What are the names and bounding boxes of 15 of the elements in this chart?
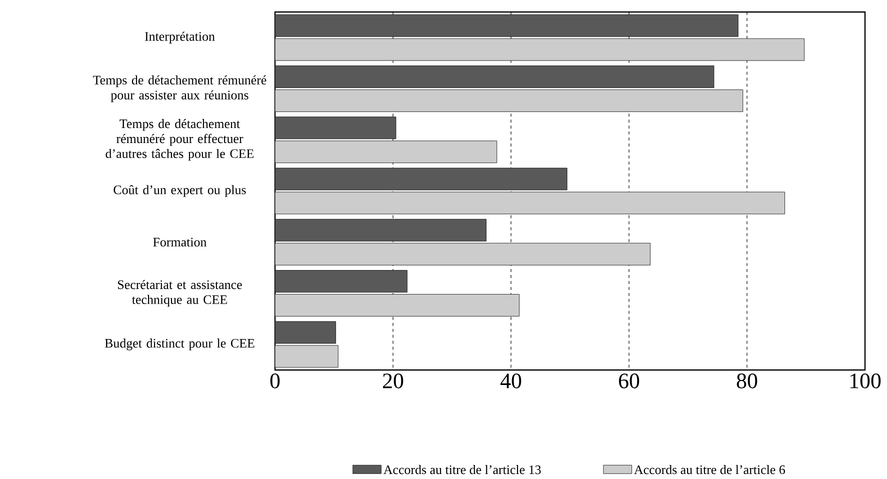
y-tick-label: Interprétation xyxy=(144,32,215,44)
y-tick-label: Temps de détachement rémunéré pour assister aux réunions xyxy=(93,75,266,102)
y-tick-label: Temps de détachement rémunéré pour effectuer d’autres tâches pour le CEE xyxy=(106,119,254,161)
x-tick-label: 80 xyxy=(736,374,758,388)
y-tick-label: Secrétariat et assistance technique au CEE xyxy=(118,280,242,307)
x-tick-label: 20 xyxy=(383,374,404,388)
x-tick-label: 0 xyxy=(270,374,280,388)
x-tick-label: 40 xyxy=(500,374,522,388)
legend-label: Accords au titre de l’article 6 xyxy=(634,465,785,474)
y-tick-label: Budget distinct pour le CEE xyxy=(104,338,254,350)
y-tick-label: Formation xyxy=(153,238,207,246)
legend-label: Accords au titre de l’article 13 xyxy=(384,465,541,474)
x-tick-label: 100 xyxy=(850,374,881,388)
y-tick-label: Coût d’un expert ou plus xyxy=(114,185,246,197)
x-tick-label: 60 xyxy=(618,374,640,388)
